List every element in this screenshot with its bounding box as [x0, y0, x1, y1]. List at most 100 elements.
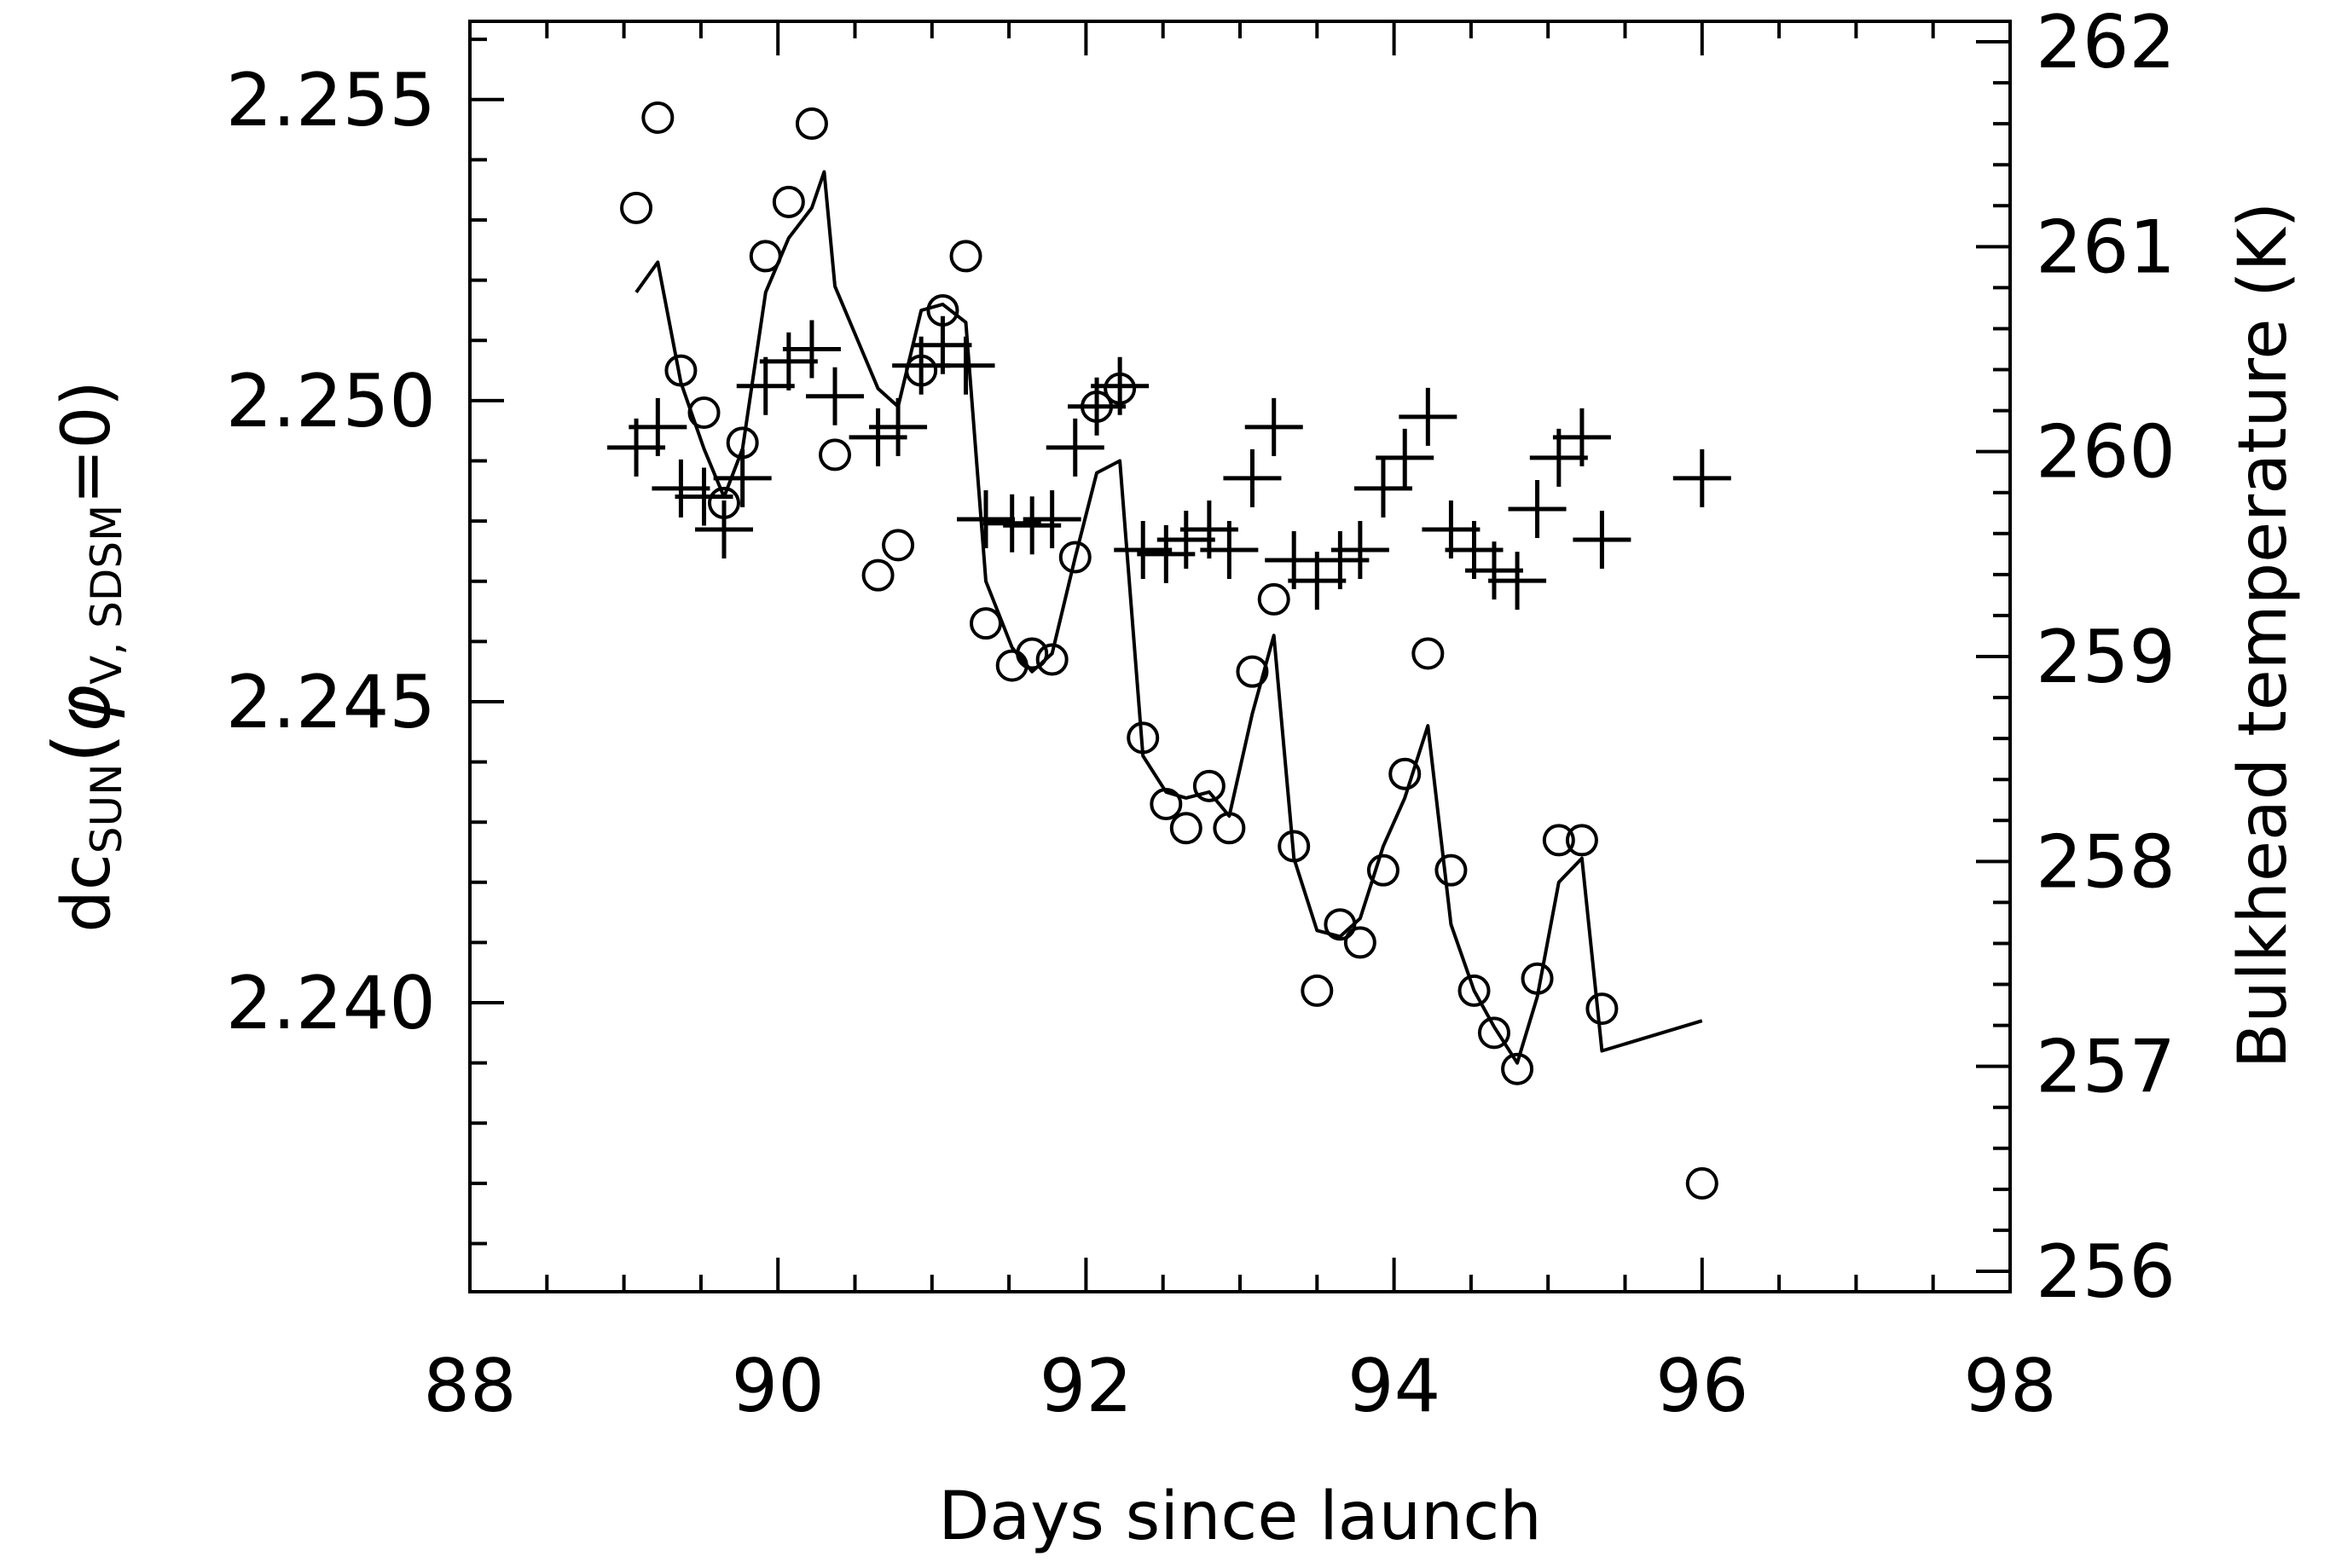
plus-point [1552, 408, 1611, 466]
circle-point [1343, 926, 1376, 959]
circle-point [1035, 643, 1069, 676]
circle-point [795, 107, 828, 141]
circle-point [1388, 757, 1422, 790]
plus-point [1091, 356, 1150, 415]
plus-point [1508, 479, 1567, 538]
plus-point [675, 467, 733, 526]
circle-point [1150, 788, 1183, 821]
y-axis-title-sub1: SUN [82, 764, 131, 854]
circle-point [1411, 637, 1445, 670]
circle-point [641, 101, 675, 134]
plus-point [806, 367, 865, 425]
plus-point [694, 500, 753, 558]
plus-point [1488, 552, 1547, 610]
plus-point [1399, 387, 1457, 446]
plus-point [713, 448, 772, 507]
circle-point [1016, 637, 1049, 670]
model-line [635, 170, 1703, 1065]
tick-marks [468, 21, 2012, 1292]
circle-point [949, 240, 982, 273]
plus-point [1114, 521, 1173, 580]
circle-point [1192, 769, 1226, 802]
circle-point [1301, 974, 1334, 1007]
plus-point [1223, 448, 1282, 507]
circle-point [1477, 1016, 1510, 1050]
plus-point [629, 397, 687, 456]
y2-tick-label: 262 [2036, 0, 2176, 85]
y2-tick-label: 256 [2036, 1230, 2176, 1315]
circle-point [620, 191, 653, 224]
plus-point [1376, 428, 1434, 487]
plus-point [1023, 489, 1081, 548]
plus-point [736, 356, 795, 415]
plus-point [782, 320, 841, 379]
circle-point [1685, 1166, 1718, 1200]
x-tick-label: 92 [1040, 1344, 1133, 1429]
circle-point [1169, 812, 1202, 845]
circle-point [1058, 541, 1092, 574]
x-tick-label: 90 [731, 1344, 824, 1429]
y-tick-label: 2.250 [226, 359, 436, 444]
plus-point [652, 459, 710, 518]
circle-point [1278, 830, 1311, 863]
y-axis-title-phi: φ [42, 685, 127, 733]
y-axis-title: dcSUN(φV, SDSM=0) [37, 380, 131, 932]
circle-markers [620, 101, 1718, 1200]
plus-point [1330, 521, 1389, 580]
plus-point [1672, 448, 1731, 507]
circle-point [882, 529, 915, 562]
circle-point [1127, 721, 1160, 755]
circle-point [970, 607, 1003, 640]
y-axis-title-rest: =0) [49, 380, 125, 504]
circle-point [687, 396, 721, 430]
circle-point [819, 438, 852, 472]
x-axis-title: Days since launch [938, 1478, 1542, 1555]
y2-tick-label: 260 [2036, 410, 2176, 495]
circle-point [1585, 992, 1619, 1026]
circle-point [664, 354, 698, 387]
y-axis-title-sub2: V, SDSM [82, 505, 131, 685]
x-tick-label: 98 [1963, 1344, 2056, 1429]
plot-frame [468, 20, 2012, 1293]
plus-point [1353, 459, 1412, 518]
plus-point [957, 489, 1016, 548]
plus-point [1200, 521, 1259, 580]
circle-point [1565, 824, 1598, 857]
x-tick-label: 96 [1655, 1344, 1748, 1429]
plus-point [936, 336, 995, 395]
circle-point [1257, 582, 1290, 616]
plus-point [759, 332, 818, 391]
circle-point [1236, 655, 1269, 688]
x-tick-label: 94 [1347, 1344, 1440, 1429]
x-tick-label: 88 [423, 1344, 516, 1429]
circle-point [1501, 1052, 1534, 1085]
plus-markers [607, 315, 1731, 610]
circle-point [1434, 853, 1468, 887]
y-tick-label: 2.245 [226, 660, 436, 745]
plus-point [869, 397, 928, 456]
plus-point [1464, 541, 1523, 600]
circle-point [1324, 908, 1357, 941]
y-axis-title-prefix: dc [49, 853, 125, 932]
circle-point [861, 558, 895, 592]
circle-point [1366, 853, 1399, 887]
y2-tick-label: 261 [2036, 205, 2176, 290]
circle-point [1542, 824, 1575, 857]
circle-point [1457, 974, 1491, 1007]
y-tick-label: 2.240 [226, 961, 436, 1046]
plus-point [1046, 418, 1104, 477]
circle-point [772, 185, 805, 218]
circle-point [1213, 812, 1246, 845]
circle-point [749, 240, 782, 273]
y2-tick-label: 257 [2036, 1025, 2176, 1110]
plus-point [1156, 511, 1215, 570]
tick-labels: 88 90 92 94 96 98 2.240 2.245 2.250 2.255 256 257 25… [226, 0, 2176, 1429]
y2-tick-label: 259 [2036, 615, 2176, 700]
y2-tick-label: 258 [2036, 819, 2176, 905]
plus-point [1573, 511, 1631, 570]
circle-point [1521, 962, 1554, 995]
plus-point [1244, 397, 1303, 456]
y2-axis-title: Bulkhead temperature (K) [2225, 202, 2302, 1068]
y-axis-title-open: ( [37, 733, 128, 764]
